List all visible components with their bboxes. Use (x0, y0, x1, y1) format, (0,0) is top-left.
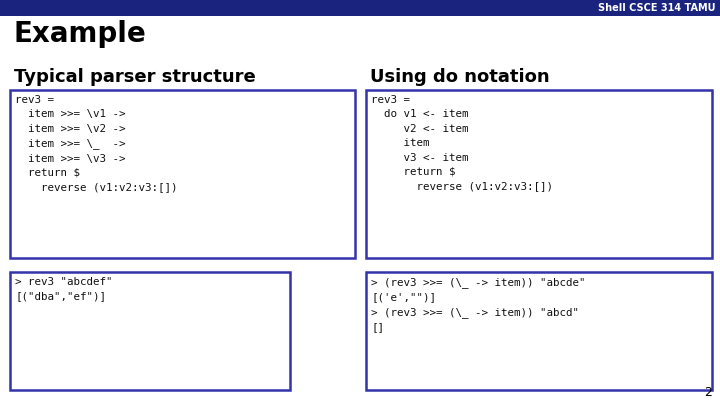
Bar (366, 90, 712, 258)
Text: rev3 =
  item >>= \v1 ->
  item >>= \v2 ->
  item >>= \_  ->
  item >>= \v3 ->
 : rev3 = item >>= \v1 -> item >>= \v2 -> i… (15, 95, 178, 192)
Text: 2: 2 (704, 386, 712, 399)
Bar (10, 272, 290, 390)
Text: rev3 =
  do v1 <- item
     v2 <- item
     item
     v3 <- item
     return $
 : rev3 = do v1 <- item v2 <- item item v3 … (371, 95, 553, 192)
Bar (0, 0, 720, 16)
Text: Using do notation: Using do notation (370, 68, 549, 86)
Bar (366, 272, 712, 390)
Text: Typical parser structure: Typical parser structure (14, 68, 256, 86)
Text: > rev3 "abcdef"
[("dba","ef")]: > rev3 "abcdef" [("dba","ef")] (15, 277, 112, 301)
Text: Shell CSCE 314 TAMU: Shell CSCE 314 TAMU (598, 3, 715, 13)
Bar (10, 90, 355, 258)
Text: Example: Example (14, 20, 147, 48)
Text: > (rev3 >>= (\_ -> item)) "abcde"
[('e',"")]
> (rev3 >>= (\_ -> item)) "abcd"
[]: > (rev3 >>= (\_ -> item)) "abcde" [('e',… (371, 277, 585, 332)
